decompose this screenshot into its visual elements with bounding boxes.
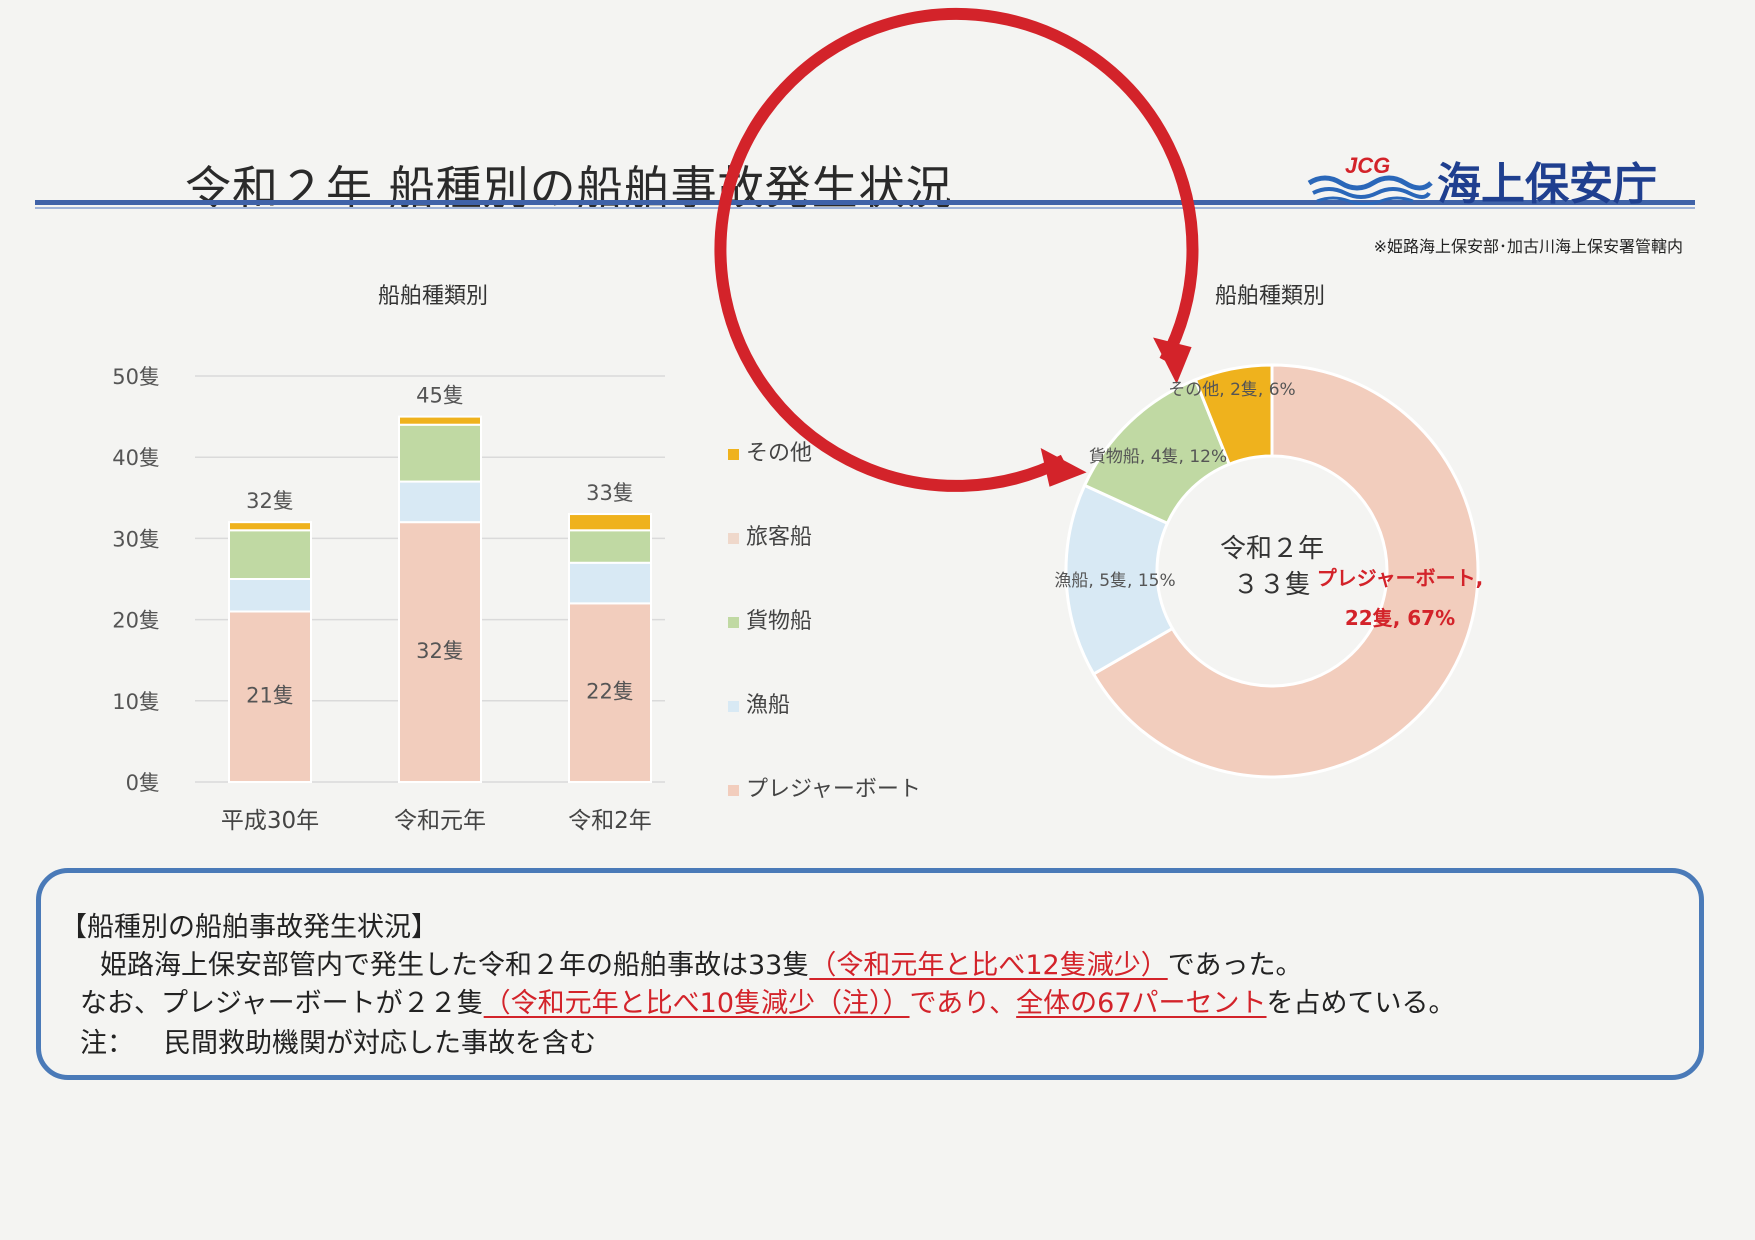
x-tick-label: 平成30年 xyxy=(221,808,319,834)
donut-label-pleasure: 22隻, 67% xyxy=(1345,606,1455,630)
y-tick-label: 50隻 xyxy=(112,365,160,389)
summary-note: 注： 民間救助機関が対応した事故を含む xyxy=(80,1021,596,1060)
bar-total-label: 32隻 xyxy=(246,489,294,513)
summary-line-2-mid: であり、 xyxy=(909,988,1017,1019)
summary-line-1: 姫路海上保安部管内で発生した令和２年の船舶事故は33隻（令和元年と比べ12隻減少… xyxy=(100,943,1302,982)
legend-label: 漁船 xyxy=(746,693,790,718)
bar-chart-title: 船舶種類別 xyxy=(378,284,489,309)
title-divider-thin xyxy=(35,207,1695,209)
legend-swatch xyxy=(728,533,739,544)
arrow-head-icon xyxy=(1040,447,1087,487)
summary-note-label: 注： xyxy=(80,1028,134,1059)
summary-heading: 【船種別の船舶事故発生状況】 xyxy=(60,912,438,943)
summary-line-2-text: なお、プレジャーボートが２２隻 xyxy=(80,988,484,1019)
page-title: 令和２年 船種別の船舶事故発生状況 xyxy=(185,161,953,215)
bar-segment-pleasure xyxy=(398,521,482,783)
summary-line-2-highlight: （令和元年と比べ10隻減少（注）） xyxy=(483,988,910,1019)
summary-line-1-highlight: （令和元年と比べ12隻減少） xyxy=(809,950,1168,981)
cycle-arrow-arc xyxy=(714,7,1199,492)
summary-line-1-end: であった。 xyxy=(1167,950,1303,981)
logo-badge: JCG xyxy=(1345,153,1390,178)
summary-line-2-end: を占めている。 xyxy=(1266,988,1456,1019)
donut-label-fishing: 漁船, 5隻, 15% xyxy=(1054,571,1175,591)
donut-label-pleasure: プレジャーボート, xyxy=(1317,566,1484,590)
bar-segment-fishing xyxy=(398,480,482,524)
y-tick-label: 20隻 xyxy=(112,609,160,633)
legend-label: 貨物船 xyxy=(746,609,812,634)
arrow-head-icon xyxy=(1153,337,1192,384)
bar-total-label: 45隻 xyxy=(416,384,464,408)
donut-label-other: その他, 2隻, 6% xyxy=(1168,380,1295,400)
legend-swatch xyxy=(728,617,739,628)
x-tick-label: 令和2年 xyxy=(568,808,652,834)
donut-chart-title: 船舶種類別 xyxy=(1215,284,1326,309)
x-tick-label: 令和元年 xyxy=(394,808,486,834)
donut-label-cargo: 貨物船, 4隻, 12% xyxy=(1089,447,1227,467)
y-tick-label: 30隻 xyxy=(112,527,160,551)
summary-line-1-text: 姫路海上保安部管内で発生した令和２年の船舶事故は33隻 xyxy=(100,950,810,981)
bar-segment-pleasure xyxy=(568,602,652,783)
bar-segment-label: 21隻 xyxy=(246,684,294,708)
summary-box xyxy=(36,868,1704,1080)
legend-swatch xyxy=(728,701,739,712)
bar-segment-cargo xyxy=(568,529,652,564)
legend-label: その他 xyxy=(746,441,812,466)
bar-segment-other xyxy=(398,415,482,426)
legend-swatch xyxy=(728,785,739,796)
summary-note-text: 民間救助機関が対応した事故を含む xyxy=(164,1028,596,1059)
jcg-logo: JCG xyxy=(1307,153,1433,205)
bar-segment-cargo xyxy=(398,423,482,483)
jurisdiction-note: ※姫路海上保安部･加古川海上保安署管轄内 xyxy=(1373,237,1683,256)
title-divider xyxy=(35,200,1695,205)
bar-segment-other xyxy=(568,513,652,532)
legend-swatch xyxy=(728,449,739,460)
bar-segment-other xyxy=(228,521,312,532)
summary-line-2-percent: 全体の67パーセント xyxy=(1016,988,1267,1019)
wave-icon xyxy=(1307,175,1433,191)
summary-line-2: なお、プレジャーボートが２２隻（令和元年と比べ10隻減少（注））であり、全体の6… xyxy=(80,981,1456,1020)
legend-label: プレジャーボート xyxy=(746,777,921,802)
y-tick-label: 0隻 xyxy=(126,771,160,795)
bar-segment-cargo xyxy=(228,529,312,581)
bar-segment-label: 22隻 xyxy=(586,680,634,704)
donut-slice-pleasure xyxy=(1091,363,1480,779)
legend-label: 旅客船 xyxy=(746,525,812,550)
bar-segment-fishing xyxy=(568,561,652,605)
y-tick-label: 10隻 xyxy=(112,690,160,714)
donut-chart: 令和２年 ３３隻 プレジャーボート, 22隻, 67% 漁船, 5隻, 15% 貨物船, … xyxy=(714,7,1484,779)
donut-center-label: ３３隻 xyxy=(1233,570,1311,600)
logo-text: 海上保安庁 xyxy=(1437,159,1657,210)
donut-center-label: 令和２年 xyxy=(1220,534,1324,564)
y-tick-label: 40隻 xyxy=(112,446,160,470)
bar-total-label: 33隻 xyxy=(586,481,634,505)
bar-segment-label: 32隻 xyxy=(416,639,464,663)
donut-slice-other xyxy=(1193,363,1274,467)
